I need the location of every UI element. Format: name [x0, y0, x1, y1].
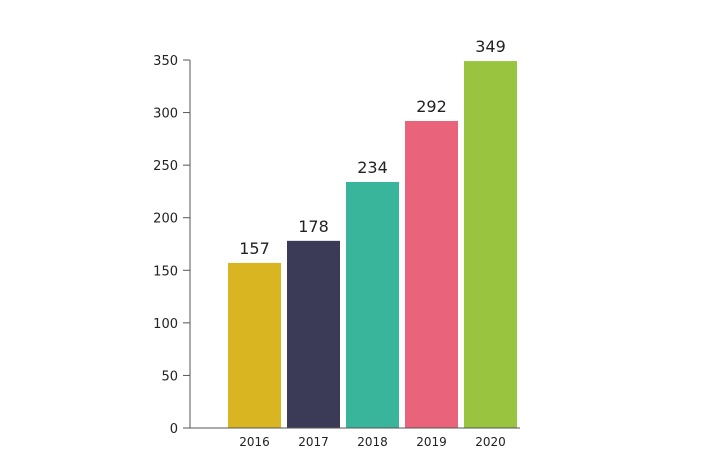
x-tick-label-2017: 2017 — [298, 435, 329, 449]
y-tick-label: 0 — [170, 422, 178, 437]
y-tick-label: 50 — [161, 369, 178, 384]
y-tick-label: 350 — [153, 54, 178, 69]
x-axis: 2016 2017 2018 2019 2020 — [190, 427, 520, 449]
x-tick-label-2020: 2020 — [475, 435, 506, 449]
bar-2020 — [464, 61, 517, 429]
y-tick-label: 250 — [153, 159, 178, 174]
bar-2018 — [346, 181, 399, 428]
y-axis: 0 50 100 150 200 250 300 350 — [153, 54, 191, 437]
x-tick-label-2018: 2018 — [357, 435, 388, 449]
data-label-2019: 292 — [416, 97, 447, 116]
y-tick-label: 100 — [153, 317, 178, 332]
y-tick-label: 300 — [153, 107, 178, 122]
y-tick-label: 150 — [153, 264, 178, 279]
y-tick-label: 200 — [153, 212, 178, 227]
bars — [228, 61, 517, 429]
data-label-2018: 234 — [357, 158, 388, 177]
data-label-2020: 349 — [475, 37, 506, 56]
bar-2017 — [287, 240, 340, 428]
data-label-2016: 157 — [239, 239, 270, 258]
bar-2016 — [228, 262, 281, 428]
data-label-2017: 178 — [298, 217, 329, 236]
data-labels: 157 178 234 292 349 — [239, 37, 506, 258]
bar-2019 — [405, 120, 458, 429]
x-tick-label-2016: 2016 — [239, 435, 270, 449]
x-tick-label-2019: 2019 — [416, 435, 447, 449]
